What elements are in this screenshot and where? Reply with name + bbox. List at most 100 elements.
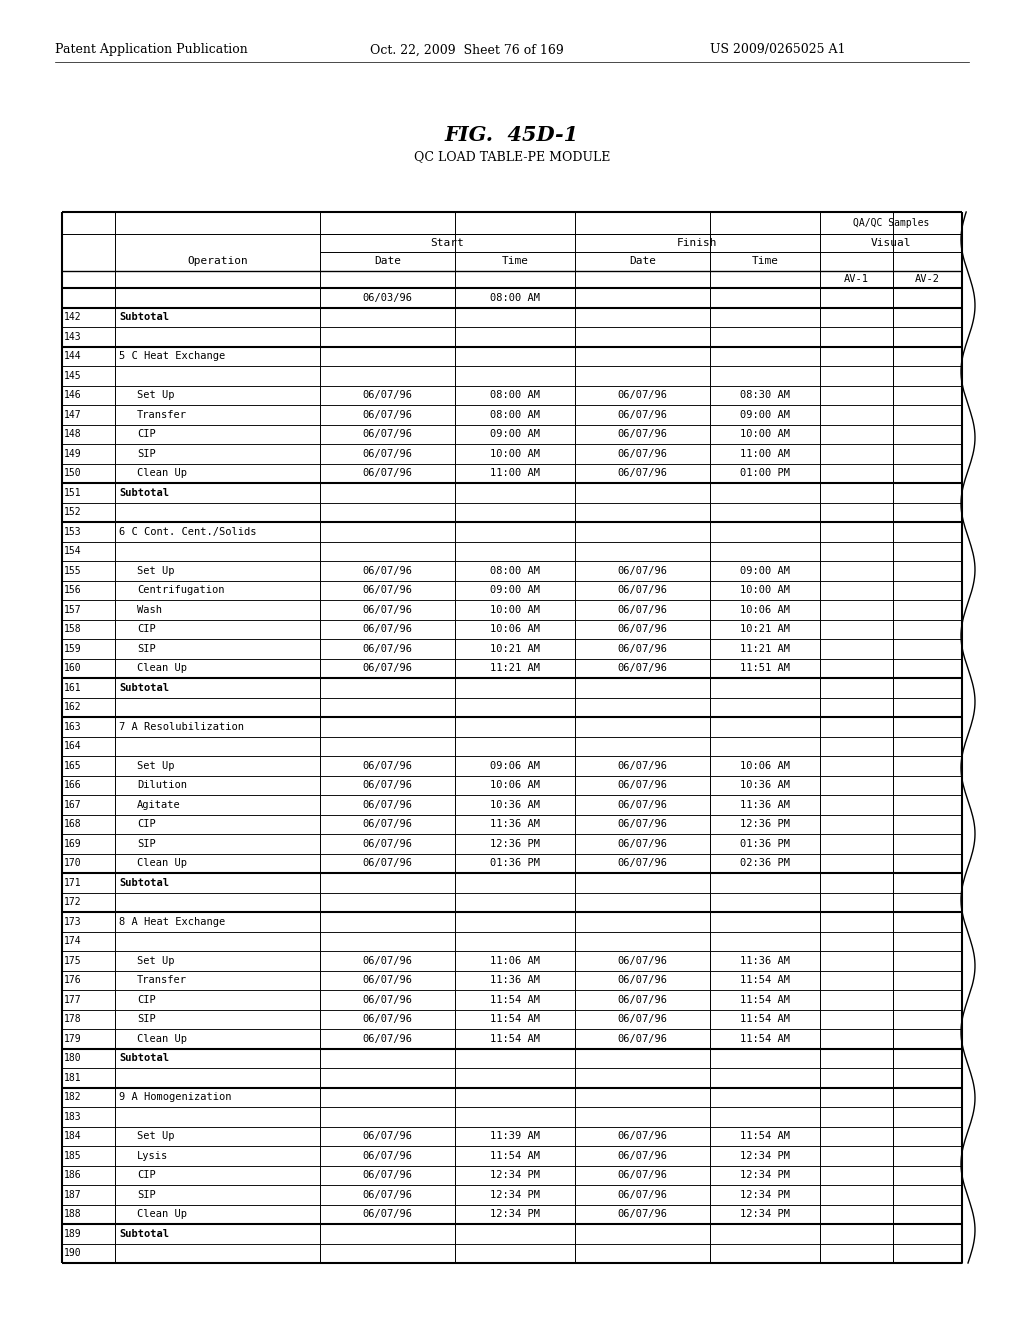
Text: 178: 178 [63, 1014, 82, 1024]
Text: Patent Application Publication: Patent Application Publication [55, 44, 248, 57]
Text: QA/QC Samples: QA/QC Samples [853, 218, 929, 228]
Text: Transfer: Transfer [137, 975, 187, 985]
Text: 08:00 AM: 08:00 AM [490, 566, 540, 576]
Text: 06/07/96: 06/07/96 [362, 1171, 413, 1180]
Text: 06/07/96: 06/07/96 [617, 409, 668, 420]
Text: 160: 160 [63, 663, 82, 673]
Text: 01:36 PM: 01:36 PM [490, 858, 540, 869]
Text: SIP: SIP [137, 449, 156, 459]
Text: 06/07/96: 06/07/96 [617, 624, 668, 634]
Text: Clean Up: Clean Up [137, 1034, 187, 1044]
Text: 10:06 AM: 10:06 AM [740, 760, 790, 771]
Text: Set Up: Set Up [137, 760, 174, 771]
Text: 08:00 AM: 08:00 AM [490, 293, 540, 302]
Text: 06/07/96: 06/07/96 [362, 780, 413, 791]
Text: 12:34 PM: 12:34 PM [740, 1171, 790, 1180]
Text: US 2009/0265025 A1: US 2009/0265025 A1 [710, 44, 846, 57]
Text: 09:00 AM: 09:00 AM [740, 409, 790, 420]
Text: Clean Up: Clean Up [137, 858, 187, 869]
Text: Set Up: Set Up [137, 566, 174, 576]
Text: AV-2: AV-2 [915, 275, 940, 285]
Text: 8 A Heat Exchange: 8 A Heat Exchange [119, 917, 225, 927]
Text: 06/07/96: 06/07/96 [617, 1189, 668, 1200]
Text: 11:36 AM: 11:36 AM [740, 800, 790, 809]
Text: 164: 164 [63, 742, 82, 751]
Text: 06/07/96: 06/07/96 [362, 1189, 413, 1200]
Text: 158: 158 [63, 624, 82, 634]
Text: 06/07/96: 06/07/96 [362, 820, 413, 829]
Text: 06/07/96: 06/07/96 [362, 838, 413, 849]
Text: 09:00 AM: 09:00 AM [490, 585, 540, 595]
Text: 11:00 AM: 11:00 AM [490, 469, 540, 478]
Text: 175: 175 [63, 956, 82, 966]
Text: 10:06 AM: 10:06 AM [740, 605, 790, 615]
Text: 06/07/96: 06/07/96 [617, 800, 668, 809]
Text: 180: 180 [63, 1053, 82, 1063]
Text: 10:21 AM: 10:21 AM [740, 624, 790, 634]
Text: 10:21 AM: 10:21 AM [490, 644, 540, 653]
Text: Start: Start [431, 238, 464, 248]
Text: 7 A Resolubilization: 7 A Resolubilization [119, 722, 244, 731]
Text: Lysis: Lysis [137, 1151, 168, 1160]
Text: Wash: Wash [137, 605, 162, 615]
Text: 171: 171 [63, 878, 82, 888]
Text: 166: 166 [63, 780, 82, 791]
Text: 06/07/96: 06/07/96 [362, 469, 413, 478]
Text: 06/07/96: 06/07/96 [362, 409, 413, 420]
Text: 11:36 AM: 11:36 AM [740, 956, 790, 966]
Text: 151: 151 [63, 488, 82, 498]
Text: 09:00 AM: 09:00 AM [490, 429, 540, 440]
Text: 06/07/96: 06/07/96 [362, 644, 413, 653]
Text: 149: 149 [63, 449, 82, 459]
Text: 09:06 AM: 09:06 AM [490, 760, 540, 771]
Text: 06/07/96: 06/07/96 [617, 1131, 668, 1142]
Text: 11:54 AM: 11:54 AM [490, 1034, 540, 1044]
Text: 188: 188 [63, 1209, 82, 1220]
Text: 06/07/96: 06/07/96 [617, 429, 668, 440]
Text: 183: 183 [63, 1111, 82, 1122]
Text: SIP: SIP [137, 1014, 156, 1024]
Text: 154: 154 [63, 546, 82, 556]
Text: Clean Up: Clean Up [137, 469, 187, 478]
Text: 10:00 AM: 10:00 AM [740, 429, 790, 440]
Text: 165: 165 [63, 760, 82, 771]
Text: 174: 174 [63, 936, 82, 946]
Text: 06/07/96: 06/07/96 [617, 585, 668, 595]
Text: 12:36 PM: 12:36 PM [740, 820, 790, 829]
Text: 12:34 PM: 12:34 PM [740, 1209, 790, 1220]
Text: 10:36 AM: 10:36 AM [740, 780, 790, 791]
Text: 184: 184 [63, 1131, 82, 1142]
Text: Subtotal: Subtotal [119, 1053, 169, 1063]
Text: 06/07/96: 06/07/96 [362, 624, 413, 634]
Text: 06/07/96: 06/07/96 [362, 449, 413, 459]
Text: 11:21 AM: 11:21 AM [490, 663, 540, 673]
Text: Subtotal: Subtotal [119, 1229, 169, 1238]
Text: 10:06 AM: 10:06 AM [490, 780, 540, 791]
Text: CIP: CIP [137, 624, 156, 634]
Text: 12:36 PM: 12:36 PM [490, 838, 540, 849]
Text: Set Up: Set Up [137, 1131, 174, 1142]
Text: 157: 157 [63, 605, 82, 615]
Text: 08:00 AM: 08:00 AM [490, 409, 540, 420]
Text: 11:36 AM: 11:36 AM [490, 820, 540, 829]
Text: 10:36 AM: 10:36 AM [490, 800, 540, 809]
Text: SIP: SIP [137, 838, 156, 849]
Text: 06/07/96: 06/07/96 [617, 1151, 668, 1160]
Text: 156: 156 [63, 585, 82, 595]
Text: 179: 179 [63, 1034, 82, 1044]
Text: 11:54 AM: 11:54 AM [740, 995, 790, 1005]
Text: 6 C Cont. Cent./Solids: 6 C Cont. Cent./Solids [119, 527, 256, 537]
Text: 06/07/96: 06/07/96 [617, 449, 668, 459]
Text: 06/07/96: 06/07/96 [617, 995, 668, 1005]
Text: 08:00 AM: 08:00 AM [490, 391, 540, 400]
Text: 12:34 PM: 12:34 PM [490, 1171, 540, 1180]
Text: 06/07/96: 06/07/96 [617, 605, 668, 615]
Text: 11:06 AM: 11:06 AM [490, 956, 540, 966]
Text: 10:00 AM: 10:00 AM [490, 449, 540, 459]
Text: 02:36 PM: 02:36 PM [740, 858, 790, 869]
Text: 147: 147 [63, 409, 82, 420]
Text: 143: 143 [63, 331, 82, 342]
Text: 06/07/96: 06/07/96 [362, 605, 413, 615]
Text: 170: 170 [63, 858, 82, 869]
Text: 06/07/96: 06/07/96 [362, 800, 413, 809]
